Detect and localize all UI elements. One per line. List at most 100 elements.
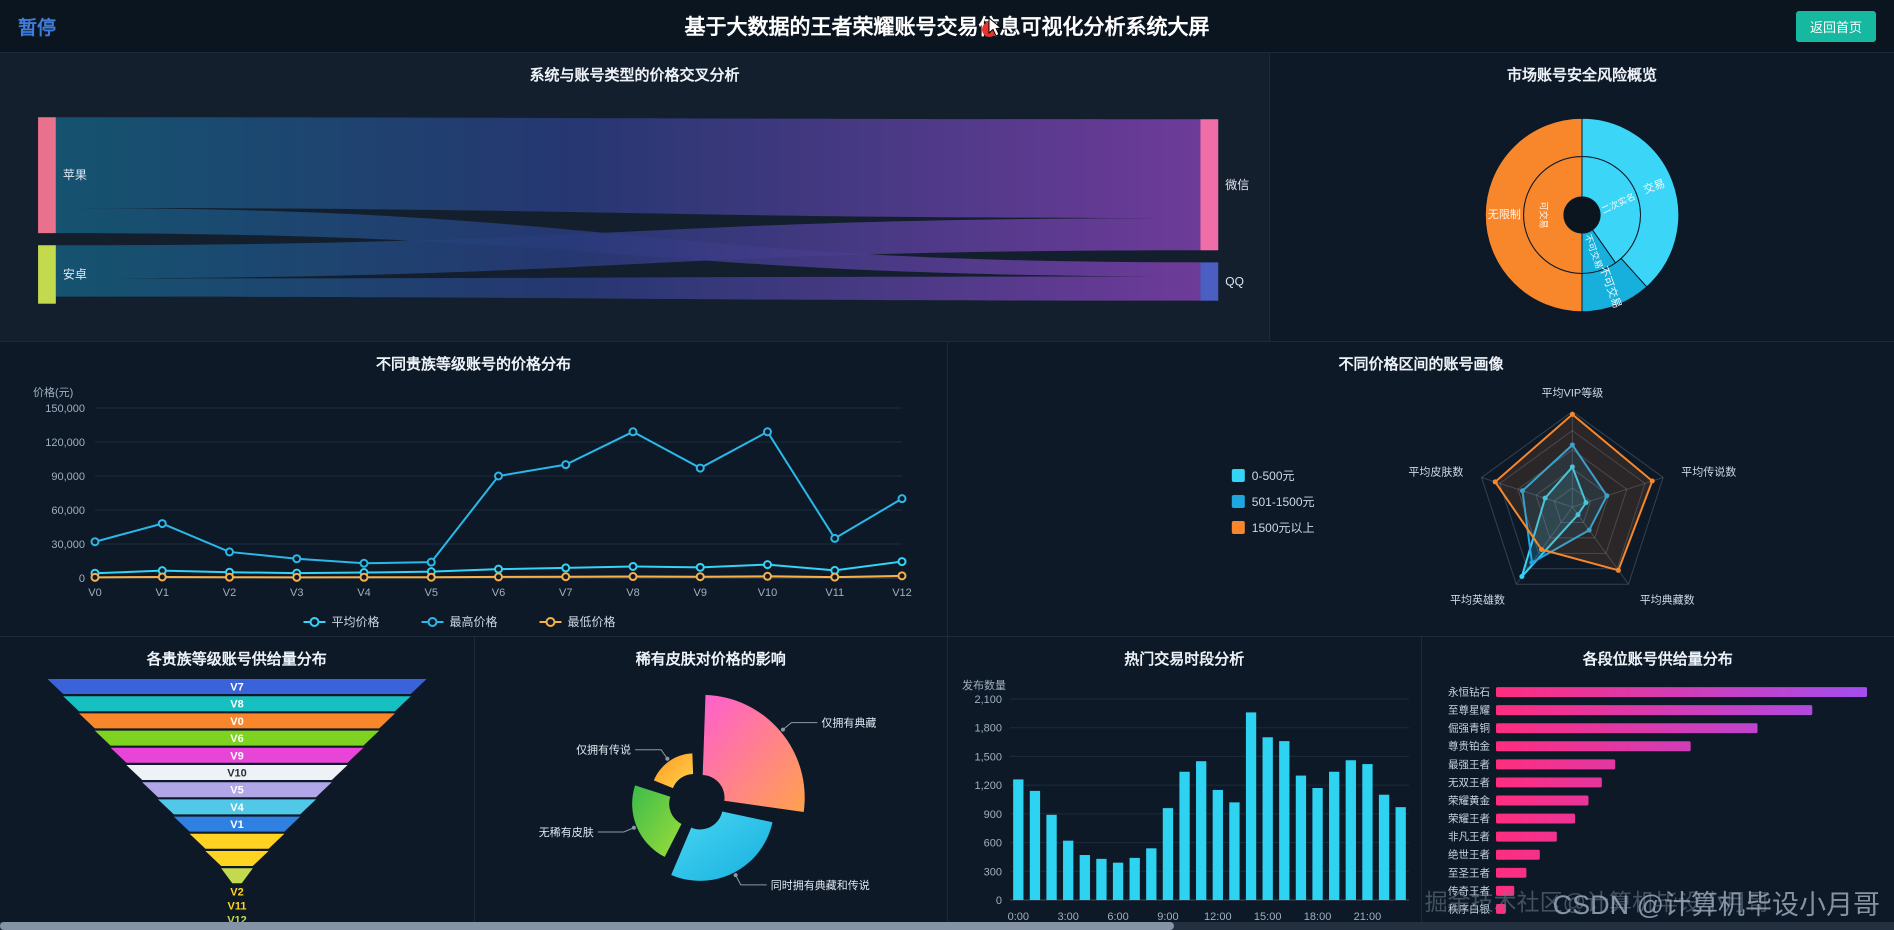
svg-text:V10: V10 — [758, 587, 778, 599]
svg-text:V8: V8 — [626, 587, 639, 599]
svg-text:V5: V5 — [425, 587, 438, 599]
svg-text:荣耀王者: 荣耀王者 — [1448, 813, 1490, 825]
svg-text:平均VIP等级: 平均VIP等级 — [1541, 385, 1603, 399]
panel-title-funnel: 各贵族等级账号供给量分布 — [146, 651, 327, 668]
sankey-chart[interactable]: 苹果 安卓 微信 QQ — [0, 89, 1269, 341]
chart-bars-svg: 0 300 600 900 1,200 1,500 1,800 2,100 发布数量 0:00 3:… — [962, 678, 1409, 923]
svg-text:V9: V9 — [230, 750, 243, 762]
svg-text:1,200: 1,200 — [974, 780, 1002, 792]
svg-text:15:00: 15:00 — [1254, 911, 1282, 923]
panel-title-line: 不同贵族等级账号的价格分布 — [375, 356, 571, 373]
svg-text:300: 300 — [984, 866, 1002, 878]
bars-series — [1013, 712, 1406, 900]
svg-text:0-500元: 0-500元 — [1252, 469, 1295, 483]
panel-title-sankey: 系统与账号类型的价格交叉分析 — [529, 67, 740, 84]
svg-text:平均英雄数: 平均英雄数 — [1450, 593, 1505, 607]
svg-text:平均皮肤数: 平均皮肤数 — [1408, 465, 1463, 479]
svg-text:12:00: 12:00 — [1204, 911, 1232, 923]
svg-text:V6: V6 — [230, 733, 243, 745]
svg-text:非凡王者: 非凡王者 — [1448, 831, 1490, 843]
scrollbar-thumb[interactable] — [0, 922, 1175, 930]
svg-text:0: 0 — [79, 573, 85, 585]
pause-button[interactable]: 暂停 — [18, 17, 57, 39]
svg-text:1,800: 1,800 — [974, 723, 1002, 735]
svg-text:QQ: QQ — [1225, 275, 1244, 289]
svg-text:V0: V0 — [88, 587, 101, 599]
panel-line: 不同贵族等级账号的价格分布 0 30,000 60,000 90,000 120,000… — [0, 342, 947, 636]
sunburst-chart[interactable]: 可交易 二次实名 不可交易 交易 不可交易 无限制 — [1270, 89, 1894, 341]
panel-sankey: 系统与账号类型的价格交叉分析 苹果 安卓 微信 QQ — [0, 53, 1269, 341]
panel-bars: 热门交易时段分析 0 300 600 900 1,200 1,500 1,800 2,100 发… — [947, 637, 1421, 930]
svg-text:18:00: 18:00 — [1304, 911, 1332, 923]
svg-text:尊贵铂金: 尊贵铂金 — [1448, 740, 1490, 753]
svg-text:发布数量: 发布数量 — [962, 678, 1006, 692]
rank-bar-chart[interactable]: 永恒钻石 至尊星耀 倔强青铜 尊贵铂金 最强王者 无双王者 荣耀黄金 荣耀王者 非凡王者 绝世王者… — [1422, 673, 1894, 930]
panel-title-bars: 热门交易时段分析 — [1124, 651, 1245, 668]
panel-title-hbars: 各段位账号供给量分布 — [1582, 651, 1733, 668]
funnel-chart[interactable]: V7 V8 V0 V6 V9 V10 V5 V4 V1 V2 V11 V12 — [0, 673, 474, 930]
svg-text:6:00: 6:00 — [1107, 911, 1128, 923]
svg-text:可交易: 可交易 — [1539, 201, 1550, 228]
svg-text:1,500: 1,500 — [974, 751, 1002, 763]
svg-text:1500元以上: 1500元以上 — [1252, 521, 1315, 535]
svg-text:V11: V11 — [228, 900, 247, 912]
svg-text:21:00: 21:00 — [1354, 911, 1382, 923]
rose-chart[interactable]: 仅拥有典藏 同时拥有典藏和传说 无稀有皮肤 仅拥有传说 — [475, 673, 948, 930]
svg-text:60,000: 60,000 — [51, 505, 85, 517]
dashboard-grid: 系统与账号类型的价格交叉分析 苹果 安卓 微信 QQ 市场账号安全风险概览 可交易 二次… — [0, 53, 1894, 930]
svg-text:至圣王者: 至圣王者 — [1448, 867, 1490, 879]
panel-radar: 不同价格区间的账号画像 平均VIP等级 平均传说数 平均典藏数 平均英雄数 平均皮肤数 0… — [947, 342, 1894, 636]
svg-text:2,100: 2,100 — [974, 694, 1002, 706]
svg-text:V4: V4 — [357, 587, 370, 599]
line-legend: 平均价格 最高价格 最低价格 — [303, 614, 616, 629]
svg-text:600: 600 — [984, 838, 1002, 850]
panel-rose: 稀有皮肤对价格的影响 仅拥有典藏 同时拥有典藏和传说 无稀有皮肤 仅拥有传说 — [473, 637, 948, 930]
radar-chart[interactable]: 平均VIP等级 平均传说数 平均典藏数 平均英雄数 平均皮肤数 0-500元 501-150… — [948, 378, 1894, 636]
hbars-rows: 永恒钻石至尊星耀倔强青铜尊贵铂金最强王者无双王者荣耀黄金荣耀王者非凡王者绝世王者… — [1448, 686, 1867, 915]
svg-text:V1: V1 — [230, 819, 243, 831]
svg-text:0:00: 0:00 — [1008, 911, 1029, 923]
svg-text:V2: V2 — [223, 587, 236, 599]
svg-text:V9: V9 — [694, 587, 707, 599]
panel-hbars: 各段位账号供给量分布 永恒钻石 至尊星耀 倔强青铜 尊贵铂金 最强王者 无双王者 荣耀黄金荣… — [1420, 637, 1894, 930]
svg-text:至尊星耀: 至尊星耀 — [1448, 704, 1490, 717]
line-chart[interactable]: 0 30,000 60,000 90,000 120,000 150,000 价格(元) V0… — [0, 378, 947, 636]
svg-text:120,000: 120,000 — [45, 437, 85, 449]
svg-text:3:00: 3:00 — [1057, 911, 1078, 923]
svg-text:平均价格: 平均价格 — [332, 614, 380, 629]
svg-text:9:00: 9:00 — [1157, 911, 1178, 923]
radar-series — [1492, 411, 1655, 580]
svg-text:V11: V11 — [825, 587, 844, 599]
back-home-button[interactable]: 返回首页 — [1795, 10, 1876, 42]
svg-text:V7: V7 — [559, 587, 572, 599]
sankey-links — [55, 117, 1201, 301]
horizontal-scrollbar[interactable] — [0, 922, 1894, 930]
svg-text:平均典藏数: 平均典藏数 — [1640, 593, 1695, 607]
svg-text:V6: V6 — [492, 587, 505, 599]
svg-text:V2: V2 — [230, 886, 243, 898]
svg-text:V7: V7 — [230, 682, 243, 694]
svg-text:V3: V3 — [290, 587, 303, 599]
svg-text:绝世王者: 绝世王者 — [1448, 848, 1490, 861]
svg-text:同时拥有典藏和传说: 同时拥有典藏和传说 — [770, 878, 869, 892]
time-bar-chart[interactable]: 0 300 600 900 1,200 1,500 1,800 2,100 发布数量 0:00 3:… — [948, 673, 1421, 930]
svg-text:0: 0 — [996, 895, 1002, 907]
svg-text:最强王者: 最强王者 — [1448, 759, 1490, 771]
svg-text:501-1500元: 501-1500元 — [1252, 495, 1315, 509]
svg-text:V4: V4 — [230, 802, 244, 814]
svg-text:V10: V10 — [227, 768, 247, 780]
svg-text:永恒钻石: 永恒钻石 — [1448, 686, 1490, 699]
svg-text:倔强青铜: 倔强青铜 — [1448, 722, 1490, 735]
svg-text:V0: V0 — [230, 716, 243, 728]
line-series — [90, 427, 907, 582]
header-bar: 暂停 基于大数据的王者荣耀账号交易信息可视化分析系统大屏 返回首页 — [0, 0, 1894, 53]
panel-sunburst: 市场账号安全风险概览 可交易 二次实名 不可交易 交易 不可交易 无限制 — [1268, 53, 1894, 341]
svg-text:30,000: 30,000 — [51, 539, 85, 551]
panel-funnel: 各贵族等级账号供给量分布 V7 V8 V0 V6 V9 V10 V5 V4 V1 V2 V11 V12 — [0, 637, 474, 930]
radar-legend: 0-500元 501-1500元 1500元以上 — [1231, 469, 1315, 535]
